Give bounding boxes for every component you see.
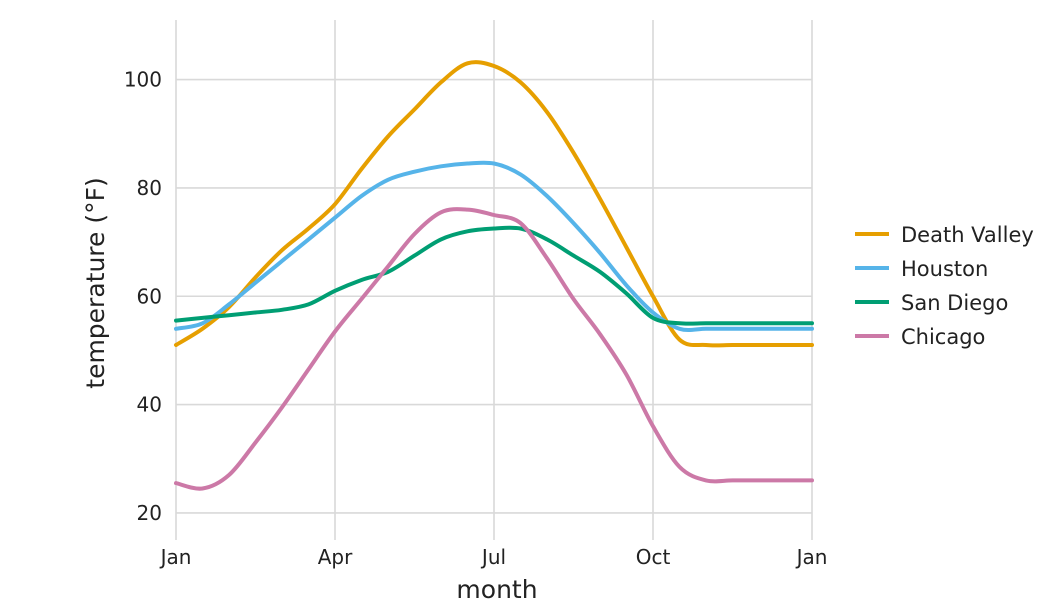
x-tick-label: Jul (480, 545, 506, 569)
series-line-death-valley (174, 60, 814, 348)
legend-label-death-valley: Death Valley (901, 223, 1034, 247)
series-lines (174, 60, 814, 491)
x-axis-title: month (456, 575, 537, 604)
x-tick-label: Jan (159, 545, 192, 569)
legend-label-chicago: Chicago (901, 325, 985, 349)
x-tick-label: Jan (795, 545, 828, 569)
gridlines (175, 20, 813, 540)
y-tick-label: 20 (137, 501, 162, 525)
legend-label-houston: Houston (901, 257, 988, 281)
y-axis-ticks: 20 40 60 80 100 (124, 68, 162, 525)
x-tick-label: Oct (636, 545, 671, 569)
y-tick-label: 80 (137, 176, 162, 200)
y-axis-title: temperature (°F) (81, 177, 110, 388)
series-line-san-diego (174, 225, 814, 326)
series-line-houston (174, 160, 814, 332)
legend: Death Valley Houston San Diego Chicago (855, 223, 1034, 349)
series-line-chicago (174, 207, 814, 491)
x-tick-label: Apr (318, 545, 353, 569)
y-tick-label: 100 (124, 68, 162, 92)
x-axis-ticks: Jan Apr Jul Oct Jan (159, 545, 828, 569)
y-tick-label: 40 (137, 393, 162, 417)
legend-label-san-diego: San Diego (901, 291, 1008, 315)
y-tick-label: 60 (137, 284, 162, 308)
